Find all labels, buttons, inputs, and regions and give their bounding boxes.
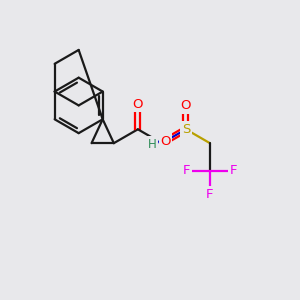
Text: H: H <box>148 138 156 151</box>
Text: O: O <box>181 99 191 112</box>
Text: O: O <box>133 98 143 111</box>
Text: F: F <box>230 164 237 177</box>
Text: F: F <box>206 188 214 201</box>
Text: F: F <box>183 164 190 177</box>
Text: S: S <box>182 123 190 136</box>
Text: N: N <box>154 137 164 150</box>
Text: O: O <box>160 135 171 148</box>
